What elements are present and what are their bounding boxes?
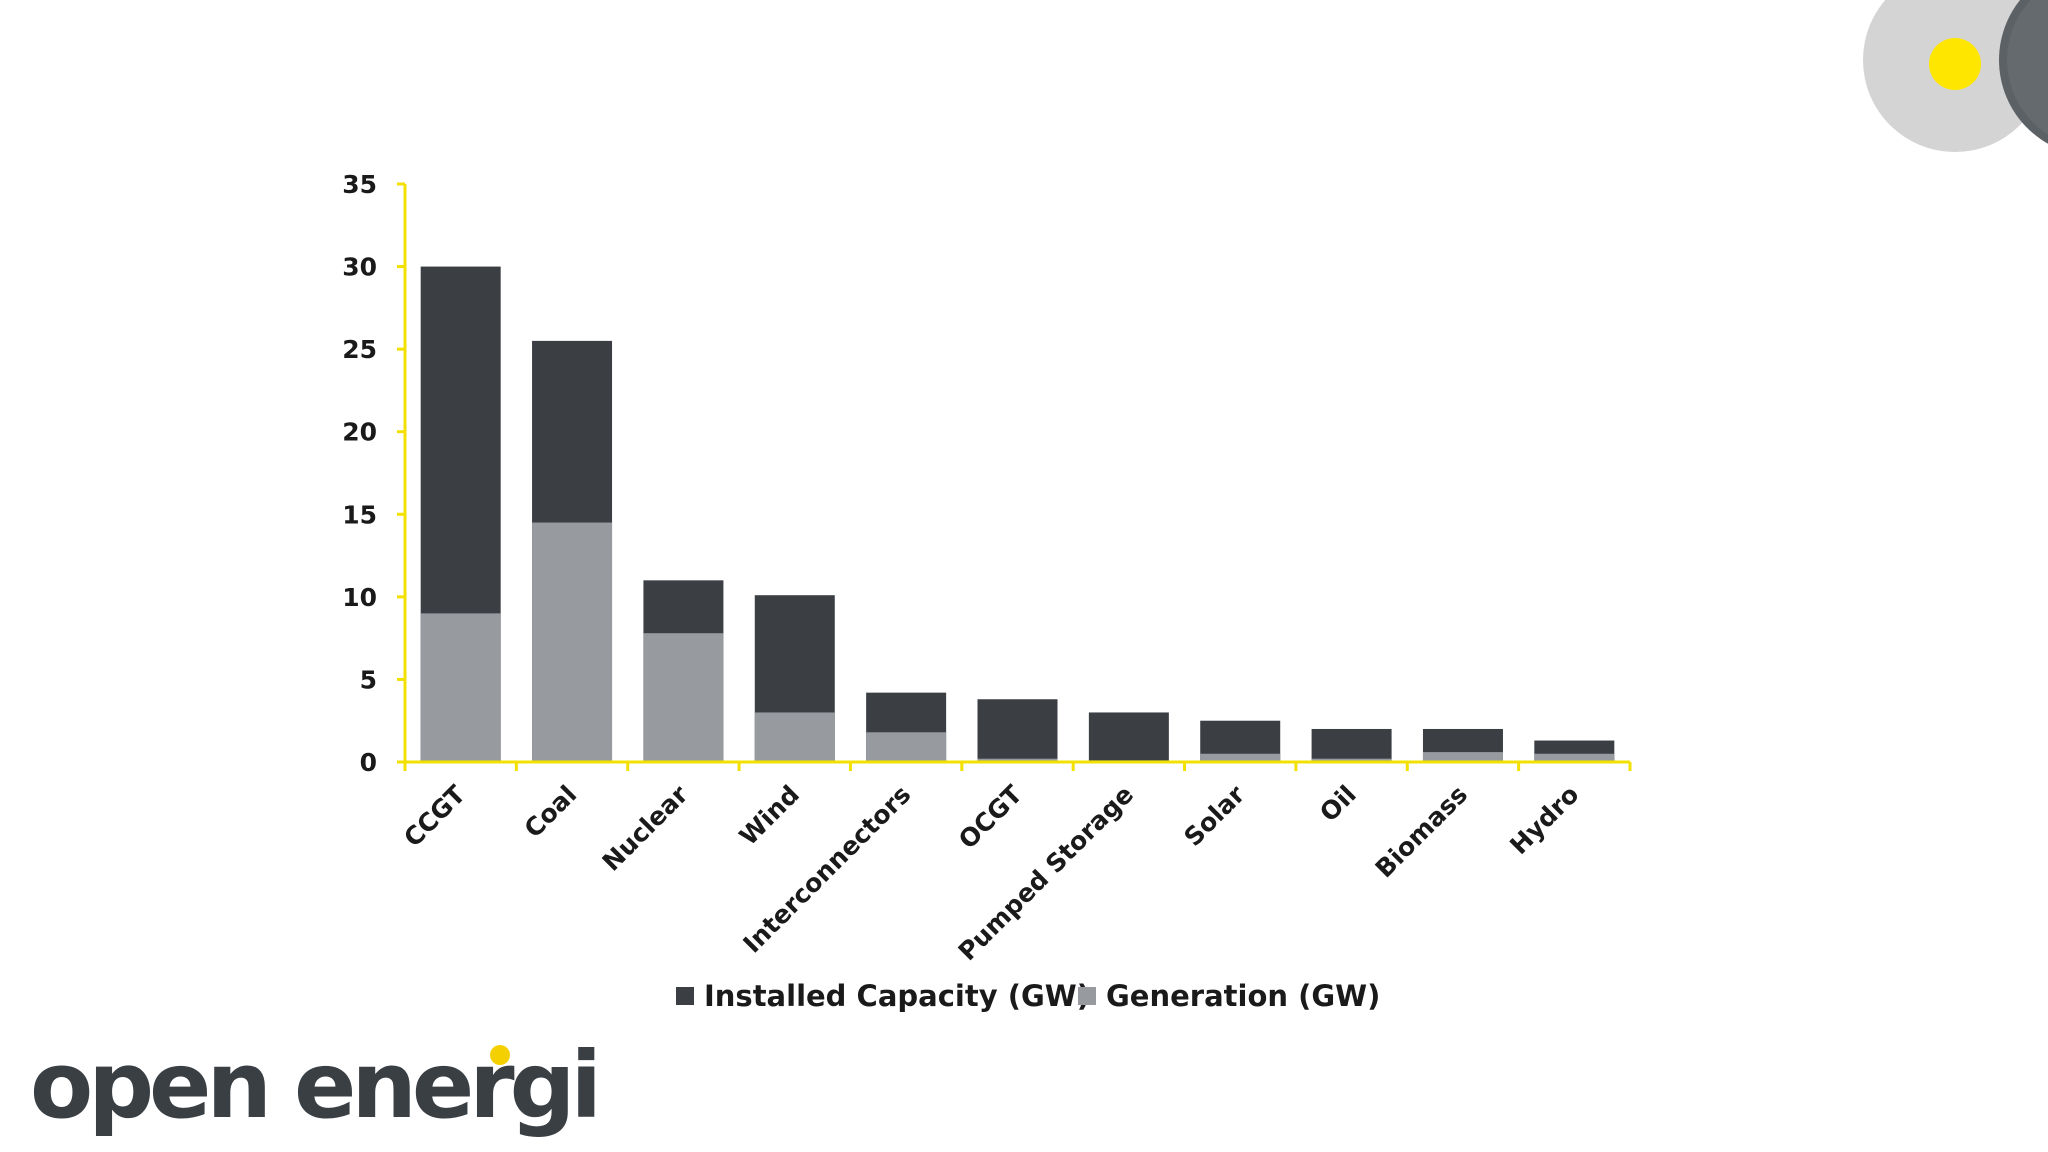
decor-dot (1929, 38, 1981, 90)
decorative-circles-icon (1863, 0, 2048, 152)
decor-circle-dark-highlight (2007, 0, 2048, 135)
y-tick-label-5: 5 (360, 665, 377, 694)
x-tick-label-ocgt: OCGT (953, 780, 1028, 855)
legend: Installed Capacity (GW) Generation (GW) (676, 979, 1380, 1013)
bar-generation-biomass (1422, 752, 1503, 762)
brand-logo-dot (490, 1045, 510, 1065)
x-tick-label-biomass: Biomass (1370, 780, 1474, 884)
bar-generation-wind (754, 712, 835, 762)
x-tick-label-coal: Coal (519, 780, 583, 844)
y-tick-label-0: 0 (360, 748, 377, 777)
bar-generation-ccgt (420, 613, 501, 762)
x-tick-label-hydro: Hydro (1504, 780, 1584, 860)
y-tick-label-35: 35 (342, 170, 377, 199)
legend-label-generation: Generation (GW) (1106, 979, 1380, 1013)
x-tick-label-wind: Wind (734, 780, 805, 851)
x-tick-label-solar: Solar (1178, 779, 1251, 852)
bar-capacity-oil (1311, 728, 1392, 762)
bar-generation-coal (532, 522, 613, 762)
x-tick-label-nuclear: Nuclear (597, 779, 695, 877)
legend-label-capacity: Installed Capacity (GW) (704, 979, 1090, 1013)
bar-generation-interconnectors (866, 732, 947, 762)
y-tick-label-10: 10 (342, 583, 377, 612)
x-tick-label-ccgt: CCGT (398, 780, 471, 853)
brand-logo: open energi (30, 1032, 602, 1139)
bar-generation-solar (1200, 753, 1281, 762)
y-tick-label-15: 15 (342, 500, 377, 529)
y-tick-label-30: 30 (342, 253, 377, 282)
bar-capacity-pumped-storage (1088, 712, 1169, 762)
x-tick-label-oil: Oil (1314, 780, 1362, 828)
bar-generation-ocgt (977, 758, 1058, 762)
bar-generation-nuclear (643, 633, 724, 762)
legend-swatch-generation (1078, 987, 1096, 1005)
y-tick-label-25: 25 (342, 335, 377, 364)
bar-generation-oil (1311, 758, 1392, 762)
legend-swatch-capacity (676, 987, 694, 1005)
y-tick-label-20: 20 (342, 418, 377, 447)
bar-generation-hydro (1534, 753, 1615, 762)
bar-capacity-ocgt (977, 699, 1058, 762)
